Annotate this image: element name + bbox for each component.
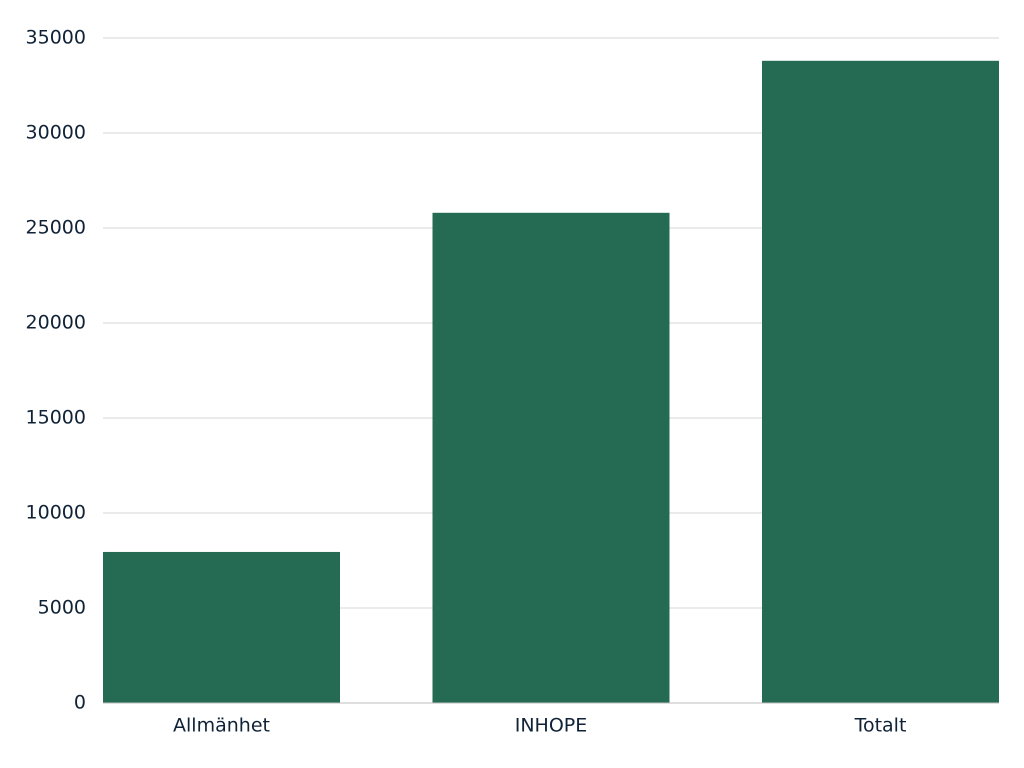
- y-tick-label: 35000: [26, 27, 86, 49]
- y-tick-label: 10000: [26, 502, 86, 524]
- y-tick-label: 20000: [26, 312, 86, 334]
- y-tick-label: 5000: [38, 597, 86, 619]
- x-tick-label: Totalt: [854, 715, 907, 737]
- y-tick-label: 0: [74, 692, 86, 714]
- y-tick-label: 30000: [26, 122, 86, 144]
- x-tick-label: INHOPE: [515, 715, 588, 737]
- x-tick-label: Allmänhet: [173, 715, 270, 737]
- bar: [103, 551, 340, 703]
- y-tick-label: 15000: [26, 407, 86, 429]
- bar: [432, 212, 670, 704]
- y-tick-label: 25000: [26, 217, 86, 239]
- bar: [762, 60, 999, 704]
